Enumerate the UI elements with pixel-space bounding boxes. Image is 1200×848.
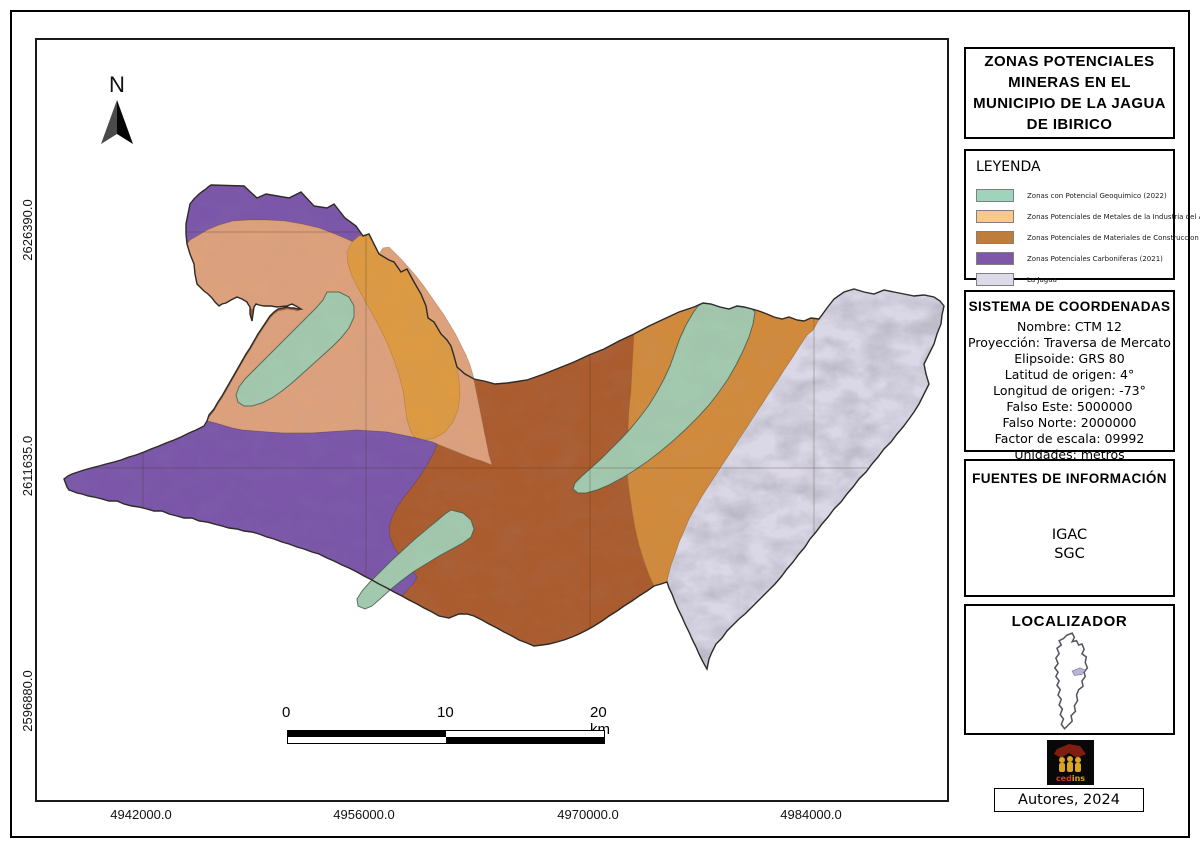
sources-title: FUENTES DE INFORMACIÓN <box>972 471 1167 486</box>
sources-box: FUENTES DE INFORMACIÓN IGAC SGC <box>964 459 1175 597</box>
legend-label: Zonas Potenciales Carboniferas (2021) <box>1027 254 1163 263</box>
scale-segment <box>288 731 446 737</box>
legend-item-la-jagua: La Jagua <box>976 269 1163 290</box>
legend-swatch <box>976 273 1014 286</box>
scale-bar-labels: 0 10 20 km <box>282 704 617 738</box>
legend: LEYENDA Zonas con Potencial Geoquimico (… <box>964 149 1200 286</box>
legend-label: La Jagua <box>1027 275 1057 284</box>
source-line: IGAC <box>1051 527 1088 543</box>
legend-item-construccion: Zonas Potenciales de Materiales de Const… <box>976 227 1200 248</box>
legend-label: Zonas Potenciales de Materiales de Const… <box>1027 233 1200 242</box>
logo-roof-shape <box>1054 744 1086 758</box>
credits-box: Autores, 2024 <box>994 788 1144 812</box>
legend-label: Zonas Potenciales de Metales de la Indus… <box>1027 212 1200 221</box>
north-label: N <box>109 72 125 97</box>
page-border: N 0 10 20 km 4942000.0 4956000.0 4970000… <box>10 10 1200 838</box>
x-axis-label: 4970000.0 <box>557 807 619 822</box>
scale-segment <box>288 737 446 743</box>
scale-label-10: 10 <box>437 704 454 721</box>
terrain-texture <box>64 185 944 669</box>
coordinate-line: Falso Este: 5000000 <box>1006 399 1133 414</box>
coordinate-system-title: SISTEMA DE COORDENADAS <box>968 299 1171 314</box>
coordinate-line: Nombre: CTM 12 <box>1017 319 1122 334</box>
source-line: SGC <box>1054 546 1085 562</box>
logo-text-left: ced <box>1056 774 1072 783</box>
legend-item-acero: Zonas Potenciales de Metales de la Indus… <box>976 206 1200 227</box>
legend-swatch <box>976 189 1014 202</box>
cedins-logo: cedins <box>1047 740 1094 785</box>
map-frame: N 0 10 20 km <box>35 38 949 802</box>
north-arrow: N <box>101 72 133 144</box>
scale-segment <box>446 737 604 743</box>
x-axis-label: 4984000.0 <box>780 807 842 822</box>
coordinate-line: Latitud de origen: 4° <box>1004 367 1135 382</box>
legend-item-carboniferas: Zonas Potenciales Carboniferas (2021) <box>976 248 1163 269</box>
coordinate-line: Factor de escala: 09992 <box>994 431 1145 446</box>
x-axis-label: 4956000.0 <box>333 807 395 822</box>
coordinate-line: Proyección: Traversa de Mercato <box>968 335 1171 350</box>
y-axis-label: 2626390.0 <box>20 199 35 261</box>
legend-swatch <box>976 231 1014 244</box>
scale-label-0: 0 <box>282 704 291 721</box>
logo-figures <box>1059 756 1081 772</box>
legend-swatch <box>976 210 1014 223</box>
legend-item-geoquimico: Zonas con Potencial Geoquimico (2022) <box>976 185 1167 206</box>
coordinate-line: Longitud de origen: -73° <box>993 383 1146 398</box>
legend-swatch <box>976 252 1014 265</box>
svg-text:cedins: cedins <box>1056 774 1085 783</box>
scale-bar-graphic <box>287 730 605 744</box>
coordinate-line: Elipsoide: GRS 80 <box>1014 351 1125 366</box>
x-axis-label: 4942000.0 <box>110 807 172 822</box>
map-title: ZONAS POTENCIALES MINERAS EN EL MUNICIPI… <box>964 47 1175 139</box>
coordinate-line: Falso Norte: 2000000 <box>1002 415 1137 430</box>
logo-text-right: ins <box>1072 774 1085 783</box>
coordinate-system-box: SISTEMA DE COORDENADAS Nombre: CTM 12 Pr… <box>964 290 1175 462</box>
scale-bar: 0 10 20 km <box>282 704 617 750</box>
locator-map-cesar <box>1053 632 1088 730</box>
scale-segment <box>446 731 604 737</box>
y-axis-label: 2611635.0 <box>20 435 35 497</box>
coordinate-line: Unidades: metros <box>1014 447 1125 462</box>
legend-title: LEYENDA <box>976 159 1041 175</box>
la-jagua-highlight <box>1071 667 1086 676</box>
cesar-outline <box>1053 632 1088 730</box>
locator-title: LOCALIZADOR <box>1011 613 1128 630</box>
municipality-outline <box>63 184 945 671</box>
municipality-map: N <box>63 72 945 671</box>
y-axis-label: 2596880.0 <box>20 670 35 732</box>
locator-box: LOCALIZADOR <box>964 604 1175 735</box>
legend-label: Zonas con Potencial Geoquimico (2022) <box>1027 191 1167 200</box>
